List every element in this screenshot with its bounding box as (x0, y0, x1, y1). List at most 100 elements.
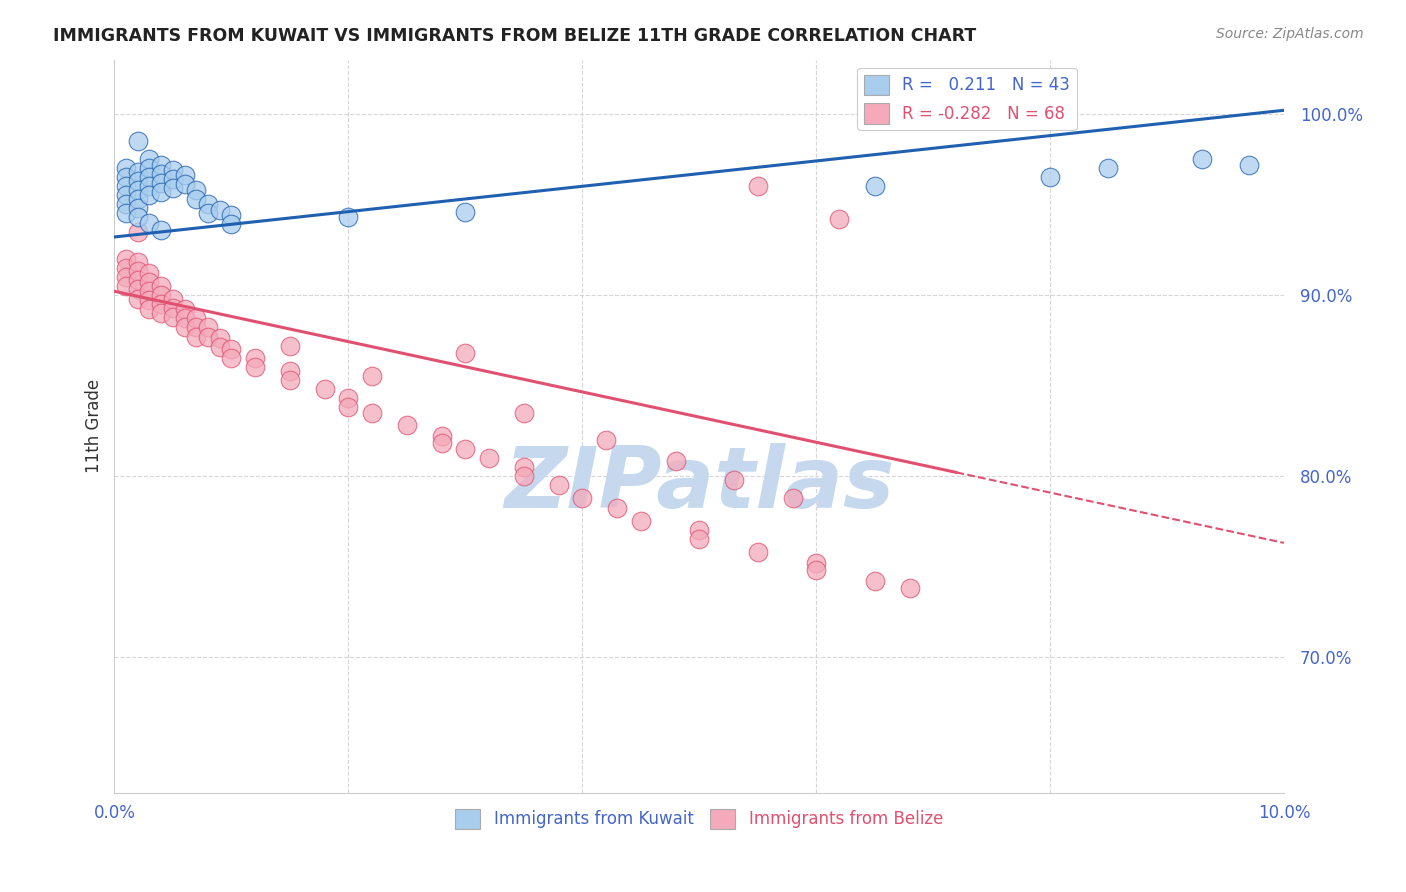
Point (115, 188, 138, 202)
Point (115, 206, 138, 220)
Text: ZIPatlas: ZIPatlas (503, 443, 894, 526)
Point (138, 275, 160, 289)
Point (454, 204, 477, 219)
Point (478, 450, 501, 465)
Point (595, 433, 617, 447)
Point (243, 351, 266, 366)
Point (127, 273, 149, 287)
Point (186, 183, 208, 197)
Point (127, 264, 149, 278)
Point (688, 533, 710, 547)
Point (115, 252, 138, 266)
Point (115, 170, 138, 185)
Point (127, 292, 149, 306)
Point (127, 255, 149, 269)
Point (127, 134, 149, 148)
Point (115, 161, 138, 176)
Point (115, 269, 138, 284)
Point (138, 266, 160, 280)
Y-axis label: 11th Grade: 11th Grade (86, 379, 103, 473)
Point (863, 179, 886, 194)
Point (454, 442, 477, 456)
Point (138, 285, 160, 299)
Point (162, 181, 184, 195)
Point (138, 293, 160, 308)
Point (278, 338, 301, 352)
Point (138, 161, 160, 176)
Point (337, 391, 360, 405)
Point (665, 454, 688, 468)
Point (1237, 158, 1260, 172)
Point (314, 382, 336, 396)
Point (115, 260, 138, 275)
Point (360, 369, 382, 384)
Point (162, 172, 184, 186)
Point (221, 351, 243, 366)
Point (127, 192, 149, 206)
Point (138, 179, 160, 194)
Point (186, 329, 208, 343)
Legend: Immigrants from Kuwait, Immigrants from Belize: Immigrants from Kuwait, Immigrants from … (449, 802, 949, 836)
Point (115, 197, 138, 211)
Point (173, 169, 195, 183)
Point (162, 310, 184, 324)
Point (337, 400, 360, 414)
Point (804, 563, 827, 577)
Point (150, 158, 173, 172)
Point (606, 501, 628, 516)
Text: Source: ZipAtlas.com: Source: ZipAtlas.com (1216, 27, 1364, 41)
Text: IMMIGRANTS FROM KUWAIT VS IMMIGRANTS FROM BELIZE 11TH GRADE CORRELATION CHART: IMMIGRANTS FROM KUWAIT VS IMMIGRANTS FRO… (53, 27, 977, 45)
Point (173, 302, 195, 317)
Point (221, 217, 243, 231)
Point (150, 167, 173, 181)
Point (208, 340, 231, 354)
Point (150, 176, 173, 190)
Point (197, 320, 219, 334)
Point (360, 406, 382, 420)
Point (747, 545, 769, 559)
Point (1097, 161, 1119, 176)
Point (173, 178, 195, 192)
Point (243, 360, 266, 375)
Point (150, 306, 173, 320)
Point (197, 329, 219, 343)
Point (138, 215, 160, 229)
Point (804, 556, 827, 570)
Point (828, 211, 851, 226)
Point (173, 320, 195, 334)
Point (863, 574, 886, 588)
Point (162, 301, 184, 315)
Point (1191, 152, 1213, 166)
Point (197, 197, 219, 211)
Point (162, 163, 184, 178)
Point (278, 364, 301, 378)
Point (337, 210, 360, 224)
Point (150, 278, 173, 293)
Point (138, 188, 160, 202)
Point (571, 491, 593, 505)
Point (138, 302, 160, 317)
Point (512, 406, 534, 420)
Point (688, 523, 710, 537)
Point (115, 278, 138, 293)
Point (138, 152, 160, 166)
Point (221, 342, 243, 356)
Point (1039, 170, 1062, 185)
Point (162, 292, 184, 306)
Point (127, 283, 149, 297)
Point (278, 373, 301, 387)
Point (630, 514, 652, 528)
Point (747, 179, 769, 194)
Point (512, 459, 534, 474)
Point (150, 297, 173, 311)
Point (127, 183, 149, 197)
Point (208, 331, 231, 345)
Point (127, 165, 149, 179)
Point (127, 174, 149, 188)
Point (454, 346, 477, 360)
Point (138, 170, 160, 185)
Point (186, 192, 208, 206)
Point (221, 208, 243, 222)
Point (150, 223, 173, 237)
Point (547, 478, 569, 492)
